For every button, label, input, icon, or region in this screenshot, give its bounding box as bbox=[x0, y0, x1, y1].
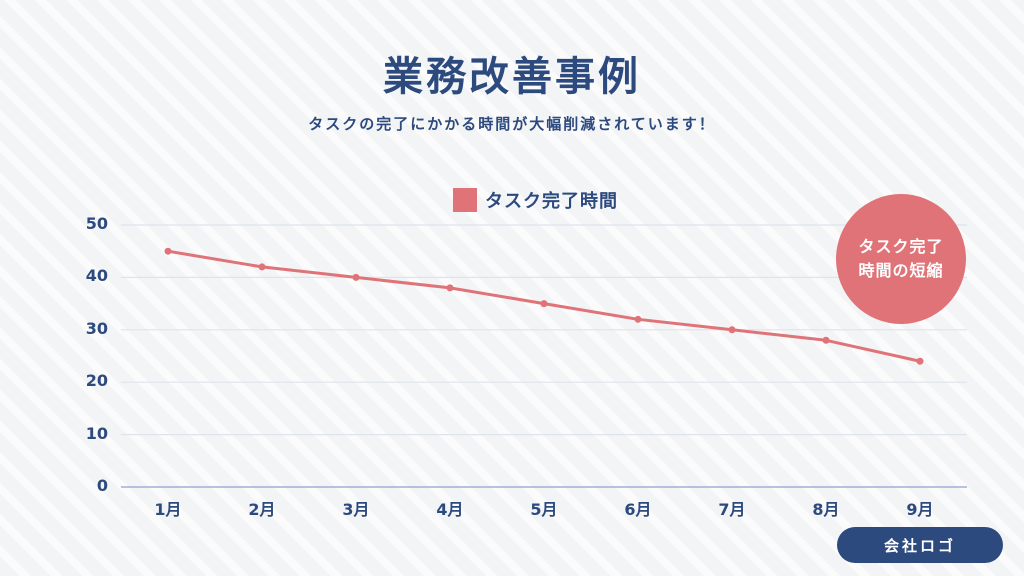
x-tick-label: 4月 bbox=[436, 500, 464, 519]
legend-swatch bbox=[453, 188, 477, 212]
chart-legend: タスク完了時間 bbox=[453, 187, 618, 213]
y-tick-label: 20 bbox=[85, 371, 108, 391]
data-point bbox=[446, 284, 454, 292]
badge-line-1: タスク完了 bbox=[858, 237, 944, 256]
data-point bbox=[540, 300, 548, 308]
page-subtitle: タスクの完了にかかる時間が大幅削減されています！ bbox=[308, 115, 716, 133]
page-title: 業務改善事例 bbox=[383, 54, 641, 100]
x-tick-label: 6月 bbox=[624, 500, 652, 519]
data-point bbox=[822, 336, 830, 344]
legend-label: タスク完了時間 bbox=[485, 191, 618, 212]
x-tick-label: 9月 bbox=[906, 500, 934, 519]
company-logo-label: 会社ロゴ bbox=[883, 536, 956, 555]
x-tick-label: 7月 bbox=[718, 500, 746, 519]
x-tick-label: 3月 bbox=[342, 500, 370, 519]
x-tick-label: 8月 bbox=[812, 500, 840, 519]
data-point bbox=[164, 247, 172, 255]
y-tick-label: 30 bbox=[85, 318, 108, 338]
badge-line-2: 時間の短縮 bbox=[858, 261, 944, 280]
y-tick-label: 10 bbox=[85, 423, 108, 443]
series-points bbox=[164, 247, 924, 365]
data-point bbox=[728, 326, 736, 334]
chart-gridlines bbox=[121, 224, 967, 488]
data-point bbox=[916, 357, 924, 365]
data-point bbox=[258, 263, 266, 271]
y-tick-label: 0 bbox=[96, 476, 108, 495]
x-tick-label: 2月 bbox=[248, 500, 276, 519]
y-tick-label: 50 bbox=[85, 214, 108, 233]
x-tick-label: 1月 bbox=[154, 500, 182, 519]
y-tick-label: 40 bbox=[85, 266, 108, 286]
data-point bbox=[634, 315, 642, 323]
x-tick-label: 5月 bbox=[530, 500, 558, 519]
company-logo-button[interactable]: 会社ロゴ bbox=[837, 527, 1003, 563]
highlight-badge: タスク完了 時間の短縮 bbox=[836, 194, 966, 324]
data-point bbox=[352, 273, 360, 281]
